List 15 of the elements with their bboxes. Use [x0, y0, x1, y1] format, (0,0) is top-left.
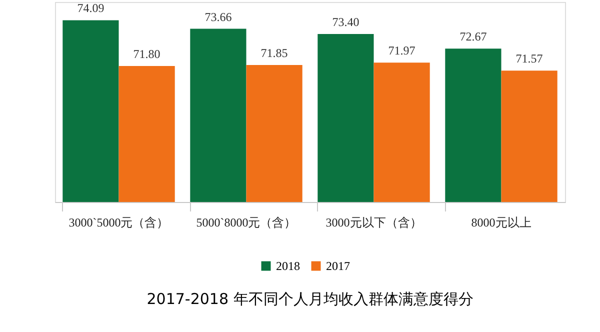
x-tick-label: 3000`5000元（含）: [68, 216, 169, 230]
x-tick-label: 5000`8000元（含）: [196, 216, 296, 230]
data-label: 71.57: [516, 52, 543, 66]
data-label: 74.09: [77, 1, 104, 16]
data-label: 71.80: [133, 47, 160, 61]
legend-label: 2018: [276, 259, 300, 273]
x-tick-label: 8000元以上: [471, 216, 532, 230]
x-tick-label: 3000元以下（含）: [326, 216, 422, 230]
data-label: 71.97: [388, 44, 416, 58]
data-label: 72.67: [460, 30, 487, 44]
data-label: 73.66: [204, 10, 232, 24]
text: 2017-2018 年不同个人月均收入群体满意度得分: [146, 290, 474, 308]
legend-label: 2017: [326, 259, 350, 273]
data-label: 73.40: [332, 15, 360, 29]
data-label: 71.85: [260, 46, 288, 60]
